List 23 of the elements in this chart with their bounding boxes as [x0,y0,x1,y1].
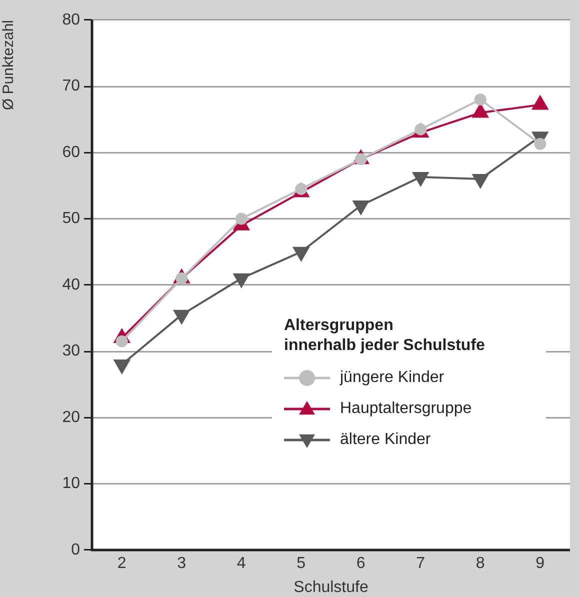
y-tick-label: 70 [62,78,80,95]
x-tick-label: 9 [536,555,545,572]
x-tick-label: 7 [416,555,426,572]
legend-title: Altersgruppen innerhalb jeder Schulstufe [284,316,486,356]
y-tick-label: 40 [62,276,80,294]
y-tick-label: 20 [62,408,80,426]
y-tick-label: 0 [71,541,80,558]
x-tick-label: 6 [356,555,366,572]
x-tick-label: 4 [236,555,246,572]
x-axis-title: Schulstufe [294,578,368,596]
x-tick-label: 2 [117,555,126,572]
y-tick-label: 80 [62,11,80,28]
y-tick-label: 60 [62,144,80,161]
legend-label: Hauptaltersgruppe [340,400,472,418]
legend-label: jüngere Kinder [340,368,444,386]
x-tick-label: 8 [476,555,485,572]
y-axis-title: Ø Punktezahl [0,20,18,110]
x-tick-label: 3 [177,555,186,572]
legend-label: ältere Kinder [340,430,431,448]
y-tick-label: 10 [62,475,80,492]
y-tick-label: 30 [62,342,80,360]
x-tick-label: 5 [296,555,306,572]
y-tick-label: 50 [62,210,80,228]
